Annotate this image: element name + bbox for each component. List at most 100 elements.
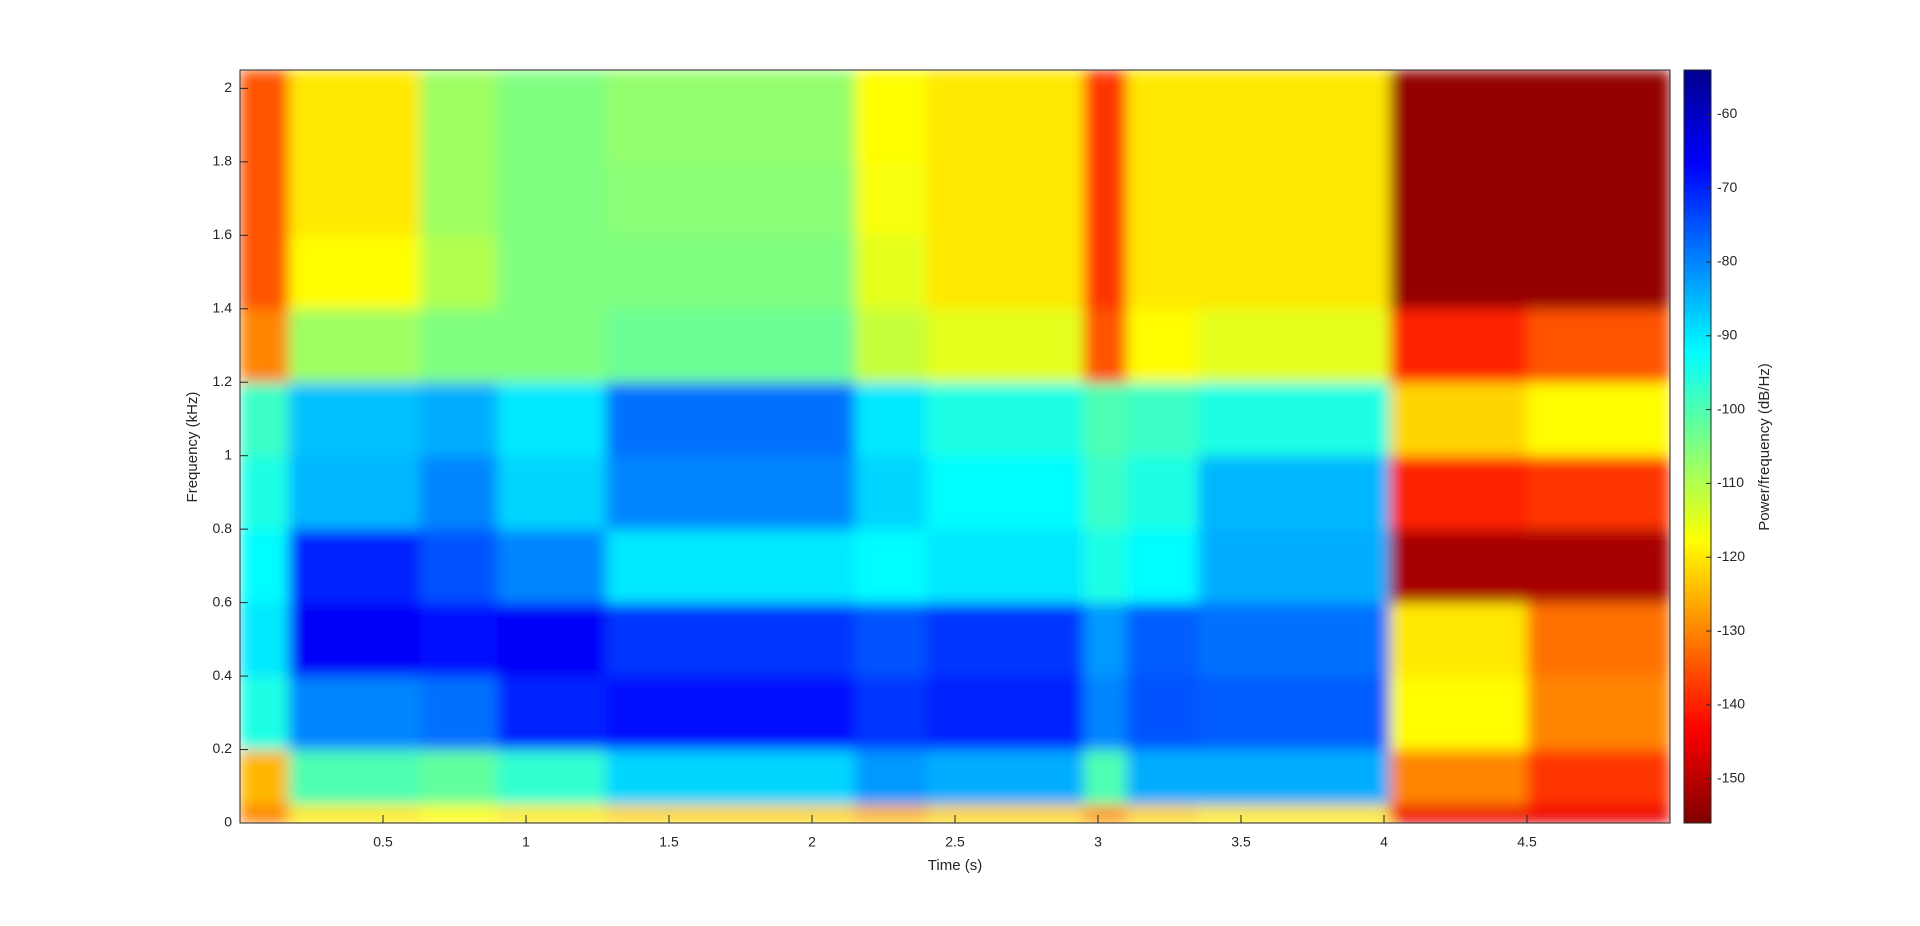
- heatmap-cell: [288, 161, 421, 236]
- heatmap-cell: [497, 382, 607, 457]
- heatmap-cell: [1527, 161, 1670, 236]
- y-tick-label: 1.2: [213, 373, 233, 389]
- heatmap-cell: [497, 749, 607, 806]
- heatmap-cell: [420, 804, 498, 823]
- heatmap: [240, 70, 1670, 823]
- heatmap-cell: [854, 70, 927, 163]
- heatmap-cell: [240, 602, 290, 677]
- heatmap-cell: [1126, 602, 1199, 677]
- heatmap-cell: [240, 529, 290, 604]
- heatmap-cell: [926, 749, 1085, 806]
- colorbar-tick-label: -90: [1717, 326, 1737, 342]
- heatmap-cell: [1198, 602, 1391, 677]
- heatmap-cell: [288, 455, 421, 530]
- heatmap-cell: [854, 804, 927, 823]
- heatmap-cell: [606, 804, 856, 823]
- y-tick-label: 0.6: [213, 593, 233, 609]
- heatmap-cell: [288, 235, 421, 310]
- heatmap-cells: [240, 70, 1670, 823]
- heatmap-cell: [1126, 749, 1199, 806]
- heatmap-cell: [606, 235, 856, 310]
- heatmap-cell: [606, 602, 856, 677]
- heatmap-cell: [1198, 382, 1391, 457]
- heatmap-cell: [288, 676, 421, 751]
- heatmap-cell: [926, 529, 1085, 604]
- colorbar-tick-label: -70: [1717, 179, 1737, 195]
- heatmap-cell: [854, 161, 927, 236]
- heatmap-cell: [240, 455, 290, 530]
- x-tick-label: 2: [808, 834, 816, 850]
- y-tick-label: 1.6: [213, 226, 233, 242]
- heatmap-cell: [1527, 676, 1670, 751]
- heatmap-cell: [606, 749, 856, 806]
- heatmap-cell: [420, 749, 498, 806]
- heatmap-cell: [1126, 455, 1199, 530]
- heatmap-cell: [1198, 70, 1391, 163]
- x-tick-label: 3: [1094, 834, 1102, 850]
- heatmap-cell: [1198, 804, 1391, 823]
- heatmap-cell: [1389, 382, 1528, 457]
- heatmap-cell: [288, 749, 421, 806]
- y-tick-label: 0.2: [213, 740, 233, 756]
- heatmap-cell: [420, 455, 498, 530]
- heatmap-cell: [926, 235, 1085, 310]
- y-axis-label: Frequency (kHz): [184, 392, 201, 503]
- heatmap-cell: [1126, 676, 1199, 751]
- heatmap-cell: [288, 529, 421, 604]
- heatmap-cell: [420, 382, 498, 457]
- heatmap-cell: [1389, 676, 1528, 751]
- colorbar-tick-label: -150: [1717, 769, 1745, 785]
- heatmap-cell: [1198, 529, 1391, 604]
- heatmap-cell: [497, 804, 607, 823]
- heatmap-cell: [420, 602, 498, 677]
- heatmap-cell: [926, 161, 1085, 236]
- heatmap-cell: [926, 382, 1085, 457]
- heatmap-cell: [240, 749, 290, 806]
- colorbar: [1683, 69, 1712, 824]
- heatmap-cell: [1083, 235, 1128, 310]
- heatmap-cell: [1389, 161, 1528, 236]
- heatmap-cell: [1126, 70, 1199, 163]
- colorbar-tick-label: -100: [1717, 400, 1745, 416]
- heatmap-cell: [1198, 235, 1391, 310]
- y-tick-label: 2: [224, 79, 232, 95]
- heatmap-cell: [854, 382, 927, 457]
- heatmap-cell: [1083, 749, 1128, 806]
- heatmap-cell: [1126, 235, 1199, 310]
- heatmap-cell: [497, 70, 607, 163]
- heatmap-cell: [288, 804, 421, 823]
- heatmap-cell: [1389, 235, 1528, 310]
- heatmap-cell: [240, 70, 290, 163]
- heatmap-cell: [926, 455, 1085, 530]
- heatmap-cell: [854, 529, 927, 604]
- heatmap-cell: [497, 235, 607, 310]
- y-tick-label: 0.8: [213, 520, 233, 536]
- heatmap-cell: [288, 308, 421, 383]
- heatmap-cell: [854, 455, 927, 530]
- heatmap-cell: [1389, 602, 1528, 677]
- heatmap-cell: [288, 602, 421, 677]
- heatmap-cell: [420, 529, 498, 604]
- heatmap-cell: [1198, 749, 1391, 806]
- heatmap-cell: [420, 161, 498, 236]
- heatmap-cell: [1389, 70, 1528, 163]
- colorbar-tick-label: -80: [1717, 253, 1737, 269]
- heatmap-cell: [240, 382, 290, 457]
- y-tick-label: 0.4: [213, 667, 233, 683]
- colorbar-tick-label: -110: [1717, 474, 1744, 490]
- heatmap-cell: [1389, 749, 1528, 806]
- heatmap-cell: [854, 749, 927, 806]
- heatmap-cell: [288, 70, 421, 163]
- colorbar-tick-label: -140: [1717, 696, 1745, 712]
- heatmap-cell: [497, 308, 607, 383]
- x-tick-label: 0.5: [373, 834, 393, 850]
- heatmap-cell: [497, 455, 607, 530]
- heatmap-cell: [240, 676, 290, 751]
- y-tick-label: 1.4: [213, 299, 233, 315]
- heatmap-cell: [497, 161, 607, 236]
- colorbar-tick-label: -60: [1717, 105, 1737, 121]
- heatmap-cell: [926, 70, 1085, 163]
- y-tick-label: 1: [224, 446, 232, 462]
